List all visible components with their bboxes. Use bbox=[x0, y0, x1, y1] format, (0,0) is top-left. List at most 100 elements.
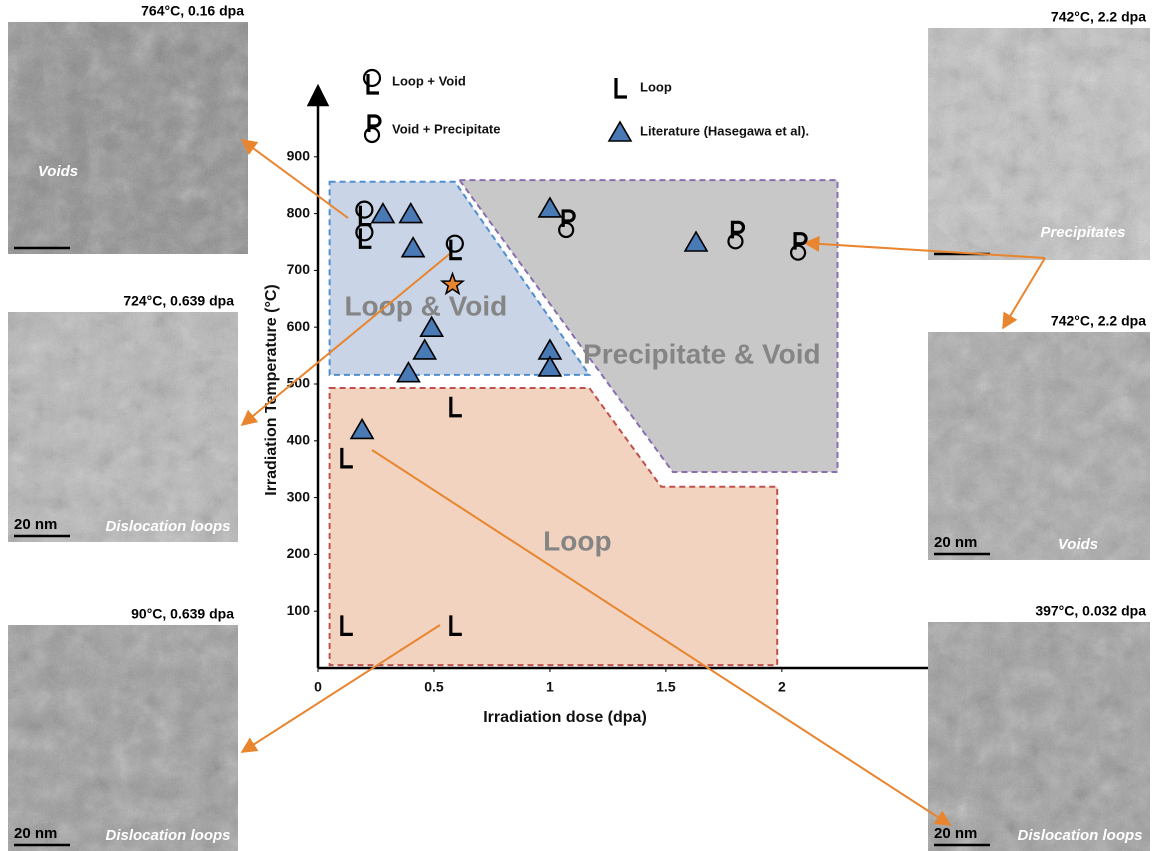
y-axis-label: Irradiation Temperature (°C) bbox=[263, 284, 280, 495]
region bbox=[457, 179, 839, 474]
panel-label: Voids bbox=[1058, 536, 1098, 553]
scale-label: 20 nm bbox=[14, 516, 57, 533]
point bbox=[449, 615, 462, 636]
micrograph: 742°C, 2.2 dpa Precipitates bbox=[928, 9, 1150, 260]
y-tick-label: 600 bbox=[287, 318, 311, 334]
scale-label: 20 nm bbox=[14, 825, 57, 842]
point bbox=[396, 361, 421, 383]
glyph-triangle bbox=[607, 120, 633, 142]
legend-label: Loop + Void bbox=[392, 73, 466, 88]
point bbox=[614, 78, 627, 99]
point bbox=[789, 232, 808, 261]
legend-item: Loop + Void bbox=[362, 68, 466, 95]
panel-caption: 90°C, 0.639 dpa bbox=[131, 606, 234, 622]
micrograph: 397°C, 0.032 dpa Dislocation loops 20 nm bbox=[928, 603, 1150, 851]
point bbox=[412, 338, 438, 360]
image-grain bbox=[928, 622, 1150, 851]
arrow bbox=[240, 139, 349, 219]
glyph-p bbox=[561, 209, 576, 227]
image-grain bbox=[928, 332, 1150, 560]
scale-label: 20 nm bbox=[934, 825, 977, 842]
micrograph: 724°C, 0.639 dpa Dislocation loops 20 nm bbox=[8, 293, 238, 542]
y-tick-label: 200 bbox=[287, 545, 311, 561]
panel-caption: 742°C, 2.2 dpa bbox=[1051, 9, 1146, 25]
y-tick-label: 900 bbox=[287, 148, 311, 164]
glyph-triangle bbox=[398, 202, 424, 224]
glyph-triangle bbox=[537, 196, 563, 218]
point bbox=[340, 615, 353, 636]
region-label: Precipitate & Void bbox=[583, 338, 821, 369]
glyph-l bbox=[340, 615, 353, 636]
x-tick-label: 0.5 bbox=[424, 679, 444, 695]
region-label: Loop & Void bbox=[344, 291, 507, 322]
glyph-triangle bbox=[349, 417, 375, 440]
point bbox=[362, 68, 382, 95]
legend-item: Literature (Hasegawa et al). bbox=[607, 120, 809, 142]
glyph-p bbox=[367, 114, 382, 132]
glyph-o bbox=[355, 223, 374, 242]
legend-label: Void + Precipitate bbox=[392, 121, 501, 136]
y-tick-label: 300 bbox=[287, 488, 311, 504]
glyph-o bbox=[558, 221, 575, 239]
glyph-l bbox=[449, 396, 462, 418]
legend: Loop + Void Void + Precipitate Loop Literat… bbox=[362, 68, 809, 144]
point bbox=[398, 202, 424, 224]
glyph-triangle bbox=[396, 361, 421, 383]
region-label: Loop bbox=[543, 526, 611, 557]
arrow bbox=[803, 235, 1046, 259]
micrograph: 742°C, 2.2 dpa Voids 20 nm bbox=[928, 313, 1150, 560]
region bbox=[328, 386, 779, 667]
arrow bbox=[240, 624, 441, 753]
x-tick-label: 1.5 bbox=[656, 679, 676, 695]
point bbox=[400, 236, 426, 258]
micrograph: 764°C, 0.16 dpa Voids bbox=[8, 3, 248, 254]
marks bbox=[340, 196, 808, 636]
glyph-triangle bbox=[400, 236, 426, 258]
point bbox=[607, 120, 633, 142]
legend-label: Loop bbox=[640, 79, 672, 94]
regions: Loop & Void Precipitate & Void Loop bbox=[328, 179, 839, 667]
image-grain bbox=[928, 28, 1150, 260]
point bbox=[340, 447, 353, 469]
point bbox=[349, 417, 375, 440]
glyph-o bbox=[362, 68, 382, 88]
point bbox=[363, 114, 382, 144]
point bbox=[683, 230, 709, 252]
y-tick-label: 700 bbox=[287, 261, 311, 277]
x-tick-label: 2 bbox=[778, 679, 786, 695]
glyph-o bbox=[789, 244, 807, 261]
x-tick-label: 0 bbox=[314, 679, 322, 695]
glyph-star bbox=[439, 271, 466, 296]
glyph-triangle bbox=[419, 315, 445, 338]
glyph-l bbox=[614, 78, 627, 99]
point bbox=[370, 202, 396, 224]
y-tick-label: 100 bbox=[287, 602, 311, 618]
arrow bbox=[1002, 257, 1046, 330]
point bbox=[445, 234, 464, 261]
arrows bbox=[240, 139, 1046, 826]
image-grain bbox=[8, 22, 248, 254]
y-tick-label: 500 bbox=[287, 375, 311, 391]
glyph-l bbox=[340, 447, 353, 469]
point bbox=[439, 271, 466, 296]
axes: Irradiation dose (dpa) Irradiation Tempe… bbox=[263, 83, 930, 726]
image-grain bbox=[8, 312, 238, 542]
arrow bbox=[240, 251, 453, 427]
panel-caption: 397°C, 0.032 dpa bbox=[1035, 603, 1146, 619]
glyph-o bbox=[363, 126, 381, 144]
micrograph: 90°C, 0.639 dpa Dislocation loops 20 nm bbox=[8, 606, 238, 851]
panel-label: Dislocation loops bbox=[1017, 827, 1142, 844]
panel-caption: 742°C, 2.2 dpa bbox=[1051, 313, 1146, 329]
glyph-triangle bbox=[370, 202, 396, 224]
glyph-o bbox=[355, 200, 374, 219]
legend-item: Loop bbox=[614, 78, 672, 99]
glyph-l bbox=[366, 74, 379, 95]
arrow bbox=[371, 449, 952, 826]
y-tick-label: 400 bbox=[287, 432, 311, 448]
panel-caption: 724°C, 0.639 dpa bbox=[123, 293, 234, 309]
glyph-triangle bbox=[412, 338, 438, 360]
panel-caption: 764°C, 0.16 dpa bbox=[141, 3, 244, 19]
panel-label: Voids bbox=[38, 163, 78, 180]
glyph-p bbox=[793, 232, 808, 250]
